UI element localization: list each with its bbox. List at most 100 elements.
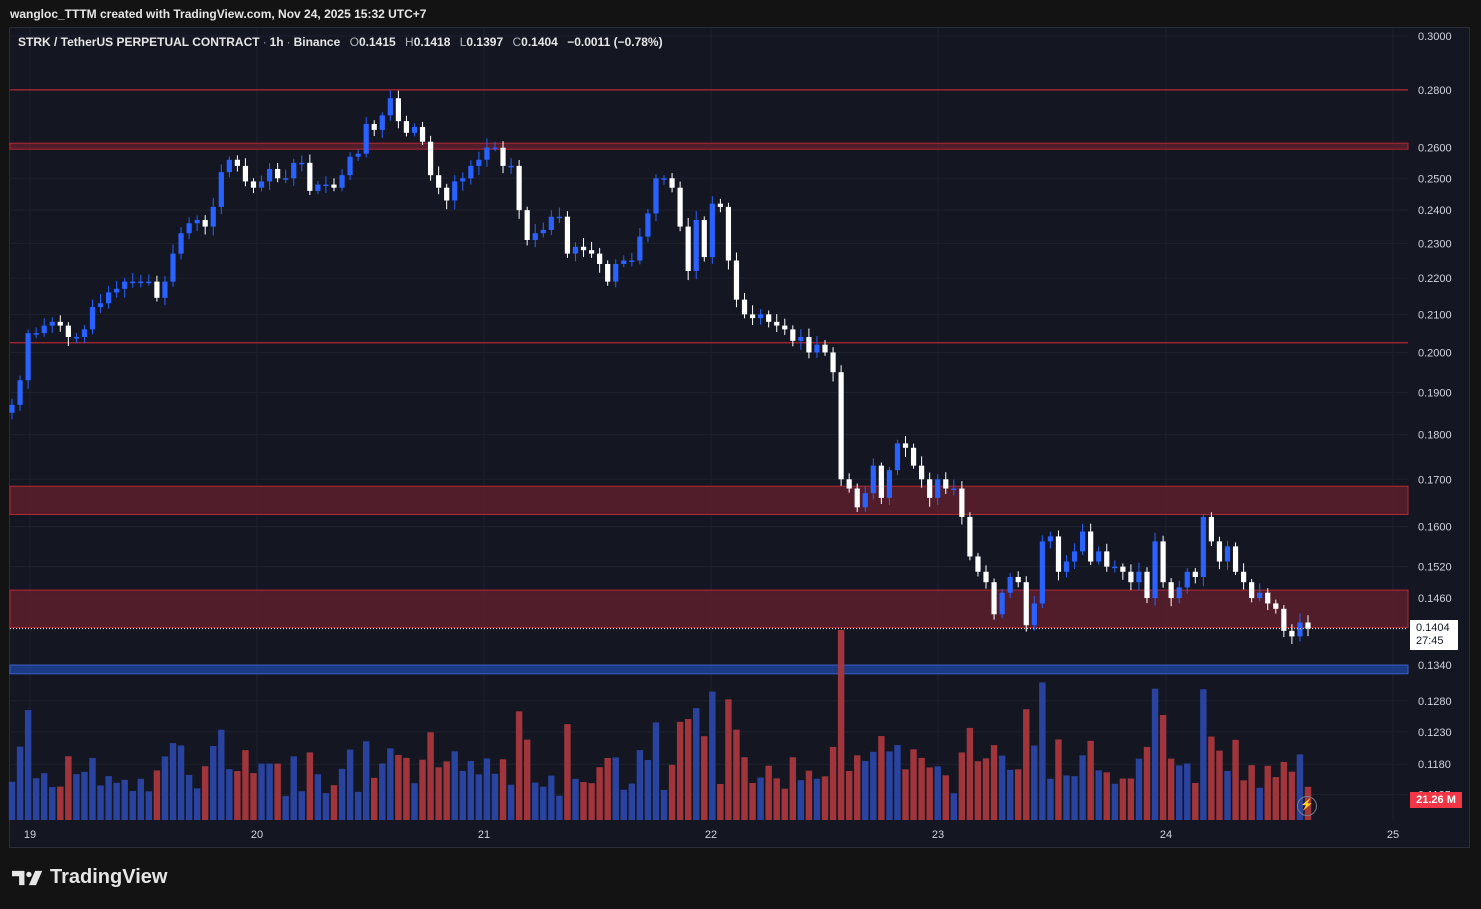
candle-body (419, 126, 426, 142)
candle-body (1184, 571, 1190, 588)
candle-body (371, 124, 377, 130)
candle-body (1289, 630, 1295, 637)
candle-body (17, 380, 23, 405)
candle-body (33, 333, 39, 335)
candle-body (621, 260, 627, 264)
candle-body (709, 203, 715, 258)
candle-body (25, 333, 31, 381)
y-tick-label: 0.1230 (1418, 727, 1452, 739)
volume-bar (942, 775, 949, 820)
volume-bar (354, 791, 362, 820)
volume-bar (1039, 682, 1046, 820)
y-tick-label: 0.2400 (1418, 205, 1452, 217)
candle-body (613, 263, 619, 282)
volume-bar (1135, 758, 1143, 820)
volume-bar (701, 736, 708, 820)
candle-body (242, 165, 249, 182)
volume-bar (1015, 769, 1022, 820)
x-tick-label: 20 (251, 829, 263, 841)
x-tick-label: 24 (1160, 829, 1172, 841)
volume-bar (676, 721, 684, 820)
candle-body (202, 219, 208, 227)
volume-bar (604, 758, 611, 820)
candle-body (741, 299, 748, 315)
candle-body (436, 175, 442, 188)
volume-bar (757, 777, 764, 820)
volume-bar (1280, 761, 1288, 820)
high-label: H (405, 35, 414, 49)
volume-bar (902, 769, 909, 820)
volume-bar (290, 756, 297, 820)
candle-body (886, 470, 893, 498)
volume-bar (1159, 715, 1167, 820)
candle-body (347, 156, 353, 176)
volume-bar (628, 783, 636, 820)
last-price: 0.1404 (1416, 622, 1450, 634)
candle-body (516, 165, 522, 211)
volume-bar (338, 768, 346, 820)
candle-body (1080, 531, 1086, 552)
volume-bar (1031, 745, 1038, 820)
candle-body (894, 443, 901, 471)
volume-bar (886, 751, 893, 820)
volume-bar (660, 790, 668, 820)
candle-body (572, 246, 579, 254)
y-tick-label: 0.1460 (1418, 593, 1452, 605)
candle-body (999, 592, 1005, 615)
candle-body (605, 263, 611, 282)
volume-bar (805, 770, 813, 820)
low-label: L (459, 35, 467, 49)
volume-bar (1288, 771, 1296, 820)
candle-body (798, 336, 804, 341)
candle-body (597, 253, 603, 264)
candle-body (1015, 576, 1021, 583)
candle-body (1088, 531, 1094, 562)
candle-body (1232, 546, 1239, 572)
volume-bar (1248, 765, 1255, 820)
candle-body (363, 124, 369, 154)
candle-body (701, 219, 707, 258)
candle-body (862, 493, 868, 508)
brand-name: TradingView (50, 866, 168, 888)
volume-bar (1264, 765, 1271, 820)
candle-body (1216, 541, 1223, 562)
volume-bar (1023, 709, 1030, 820)
volume-bar (644, 759, 652, 820)
candle-body (669, 178, 675, 188)
volume-bar (612, 757, 619, 820)
candle-body (927, 479, 933, 498)
volume-bar (1256, 787, 1263, 820)
candle-body (73, 336, 79, 339)
volume-bar (829, 746, 837, 820)
candle-body (653, 178, 659, 214)
y-tick-label: 0.2200 (1418, 273, 1452, 285)
candle-body (733, 260, 740, 300)
candle-body (902, 443, 909, 448)
volume-bar (226, 769, 233, 820)
volume-bar (958, 752, 966, 820)
volume-bar (467, 760, 475, 820)
candle-body (806, 336, 812, 353)
volume-bar (1208, 736, 1215, 820)
candle-body (967, 516, 973, 557)
candle-body (395, 98, 401, 122)
candle-body (758, 314, 764, 319)
candle-body (299, 162, 305, 165)
candle-body (65, 325, 71, 337)
chart-panel[interactable] (9, 27, 1470, 848)
zones (9, 89, 1409, 675)
volume-bar (1224, 770, 1231, 820)
close-value: 0.1404 (521, 35, 558, 49)
candle-body (910, 447, 917, 466)
lightning-icon[interactable]: ⚡ (1297, 796, 1317, 816)
volume-bar (693, 708, 700, 820)
volume-bar (773, 778, 780, 820)
volume-bar (845, 770, 853, 820)
candle-body (1200, 516, 1206, 577)
volume-bar (1095, 770, 1102, 820)
y-tick-label: 0.2600 (1418, 143, 1452, 155)
volume-bar (548, 775, 555, 820)
volume-bar (556, 795, 563, 820)
candle-body (870, 465, 876, 494)
